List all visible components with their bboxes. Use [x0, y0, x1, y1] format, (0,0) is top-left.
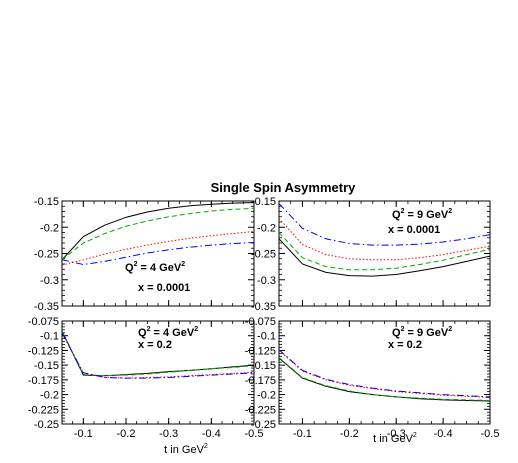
y-tick-label: -0.15	[34, 360, 59, 372]
y-tick-label: -0.175	[28, 375, 59, 387]
y-tick-label: -0.1	[40, 331, 59, 343]
panel-3: -0.075 -0.1 -0.125 -0.15 -0.175 -0.2 -0.225 -0.…	[28, 316, 264, 440]
y-tick-label: -0.15	[251, 196, 276, 208]
series-line-3	[62, 332, 254, 379]
annotation-q2: Q2 = 4 GeV2	[138, 326, 198, 339]
panel-4: -0.075 -0.1 -0.125 -0.15 -0.175 -0.2 -0.225 -0.…	[245, 316, 500, 440]
annotation-q2-value: = 9 GeV	[404, 327, 448, 339]
x-tick-label: -0.1	[293, 428, 312, 440]
series-line-4	[279, 203, 490, 246]
plot-frame	[278, 320, 491, 425]
x-tick-label: -0.3	[387, 428, 406, 440]
annotation-sup: 2	[134, 261, 138, 268]
x-tick-label: -0.2	[117, 428, 136, 440]
annotation-x: x = 0.2	[138, 339, 172, 351]
series-line-3	[279, 217, 490, 261]
y-tick-label: -0.125	[28, 345, 59, 357]
series-line-4	[279, 349, 490, 398]
x-tick-label: -0.3	[159, 428, 178, 440]
y-tick-label: -0.2	[257, 222, 276, 234]
series-line-4	[62, 332, 254, 379]
annotation-x: x = 0.0001	[388, 224, 440, 236]
x-axis-label: t in GeV2	[164, 443, 208, 456]
y-tick-label: -0.35	[34, 301, 59, 313]
series-line-3	[62, 230, 254, 266]
annotation-q: Q	[392, 327, 401, 339]
x-tick-label: -0.4	[202, 428, 221, 440]
y-tick-label: -0.25	[251, 249, 276, 261]
x-tick-label: -0.4	[434, 428, 453, 440]
x-axis-label-right-text: t in GeV	[373, 433, 413, 445]
x-axis-label-sup: 2	[204, 443, 208, 450]
annotation-sup2: 2	[181, 261, 185, 268]
x-axis-label-text: t in GeV	[164, 444, 204, 456]
annotation-sup: 2	[401, 326, 405, 333]
annotation-q2: Q2 = 4 GeV2	[125, 261, 185, 274]
annotation-q2: Q2 = 9 GeV2	[392, 208, 452, 221]
series-line-1	[279, 238, 490, 277]
annotation-sup2: 2	[448, 326, 452, 333]
y-tick-label: -0.2	[40, 390, 59, 402]
series-line-2	[279, 357, 490, 401]
y-tick-label: -0.225	[245, 404, 276, 416]
annotation-q: Q	[125, 262, 134, 274]
y-tick-label: -0.35	[251, 301, 276, 313]
plot-frame	[278, 200, 491, 307]
annotation-q2-value: = 4 GeV	[137, 262, 181, 274]
y-tick-label: -0.175	[245, 375, 276, 387]
y-tick-label: -0.3	[40, 275, 59, 287]
x-tick-label: -0.2	[340, 428, 359, 440]
y-tick-label: -0.1	[257, 331, 276, 343]
y-tick-label: -0.2	[257, 390, 276, 402]
y-tick-label: -0.125	[245, 345, 276, 357]
series-line-3	[279, 350, 490, 398]
y-tick-label: -0.2	[40, 222, 59, 234]
annotation-sup: 2	[401, 208, 405, 215]
x-tick-label: -0.5	[481, 428, 500, 440]
figure-title: Single Spin Asymmetry	[211, 180, 356, 195]
annotation-x: x = 0.0001	[138, 282, 190, 294]
x-tick-label: -0.1	[74, 428, 93, 440]
y-tick-label: -0.3	[257, 275, 276, 287]
annotation-sup: 2	[147, 326, 151, 333]
series-line-1	[62, 202, 254, 261]
x-axis-label-right: t in GeV2	[373, 432, 417, 445]
x-tick-label: -0.5	[245, 428, 264, 440]
annotation-q2: Q2 = 9 GeV2	[392, 326, 452, 339]
annotation-q: Q	[138, 327, 147, 339]
annotation-sup2: 2	[194, 326, 198, 333]
series-line-2	[62, 207, 254, 261]
y-tick-label: -0.25	[251, 419, 276, 431]
y-tick-label: -0.225	[28, 404, 59, 416]
y-tick-label: -0.15	[34, 196, 59, 208]
annotation-sup2: 2	[448, 208, 452, 215]
series-line-2	[279, 232, 490, 271]
y-tick-label: -0.075	[28, 316, 59, 328]
annotation-q2-value: = 9 GeV	[404, 209, 448, 221]
annotation-q2-value: = 4 GeV	[150, 327, 194, 339]
annotation-q: Q	[392, 209, 401, 221]
y-tick-label: -0.075	[245, 316, 276, 328]
x-axis-label-right-sup: 2	[413, 432, 417, 439]
annotation-x: x = 0.2	[388, 339, 422, 351]
y-tick-label: -0.15	[251, 360, 276, 372]
y-tick-label: -0.25	[34, 419, 59, 431]
series-line-1	[279, 357, 490, 402]
y-tick-label: -0.25	[34, 249, 59, 261]
series-line-4	[62, 242, 254, 266]
